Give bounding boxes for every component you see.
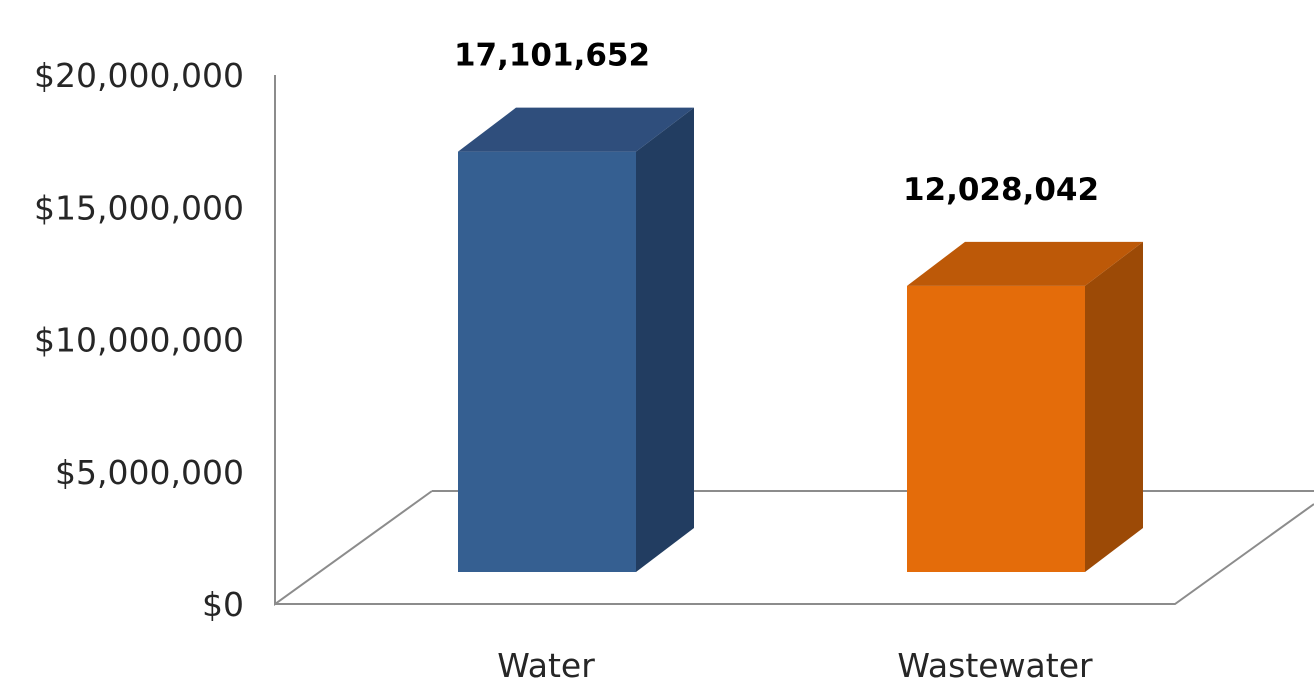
bar-front-face	[907, 285, 1085, 572]
chart-floor	[275, 490, 1314, 605]
y-tick-label: $0	[202, 585, 244, 624]
bar-water	[458, 107, 694, 572]
bar-front-face	[458, 151, 636, 572]
y-tick-labels: $0 $5,000,000 $10,000,000 $15,000,000 $20,00…	[34, 56, 244, 624]
bar-wastewater	[907, 241, 1143, 573]
bar-side-face	[636, 107, 694, 572]
y-tick-label: $10,000,000	[34, 321, 244, 360]
bar-top-face	[907, 241, 1143, 286]
bar-top-face	[458, 107, 694, 152]
bar-side-face	[1085, 241, 1143, 573]
y-tick-label: $15,000,000	[34, 188, 244, 227]
data-label: 17,101,652	[454, 38, 650, 74]
x-tick-label: Wastewater	[897, 646, 1093, 682]
y-tick-label: $5,000,000	[55, 453, 244, 492]
y-tick-label: $20,000,000	[34, 56, 244, 95]
data-label: 12,028,042	[903, 172, 1099, 208]
chart-axes	[274, 75, 1314, 606]
data-labels: 17,101,652 12,028,042	[454, 38, 1099, 208]
x-tick-label: Water	[497, 646, 595, 682]
y-axis-wall	[274, 75, 433, 606]
x-category-labels: Water Wastewater	[497, 646, 1093, 682]
bars	[458, 107, 1143, 573]
